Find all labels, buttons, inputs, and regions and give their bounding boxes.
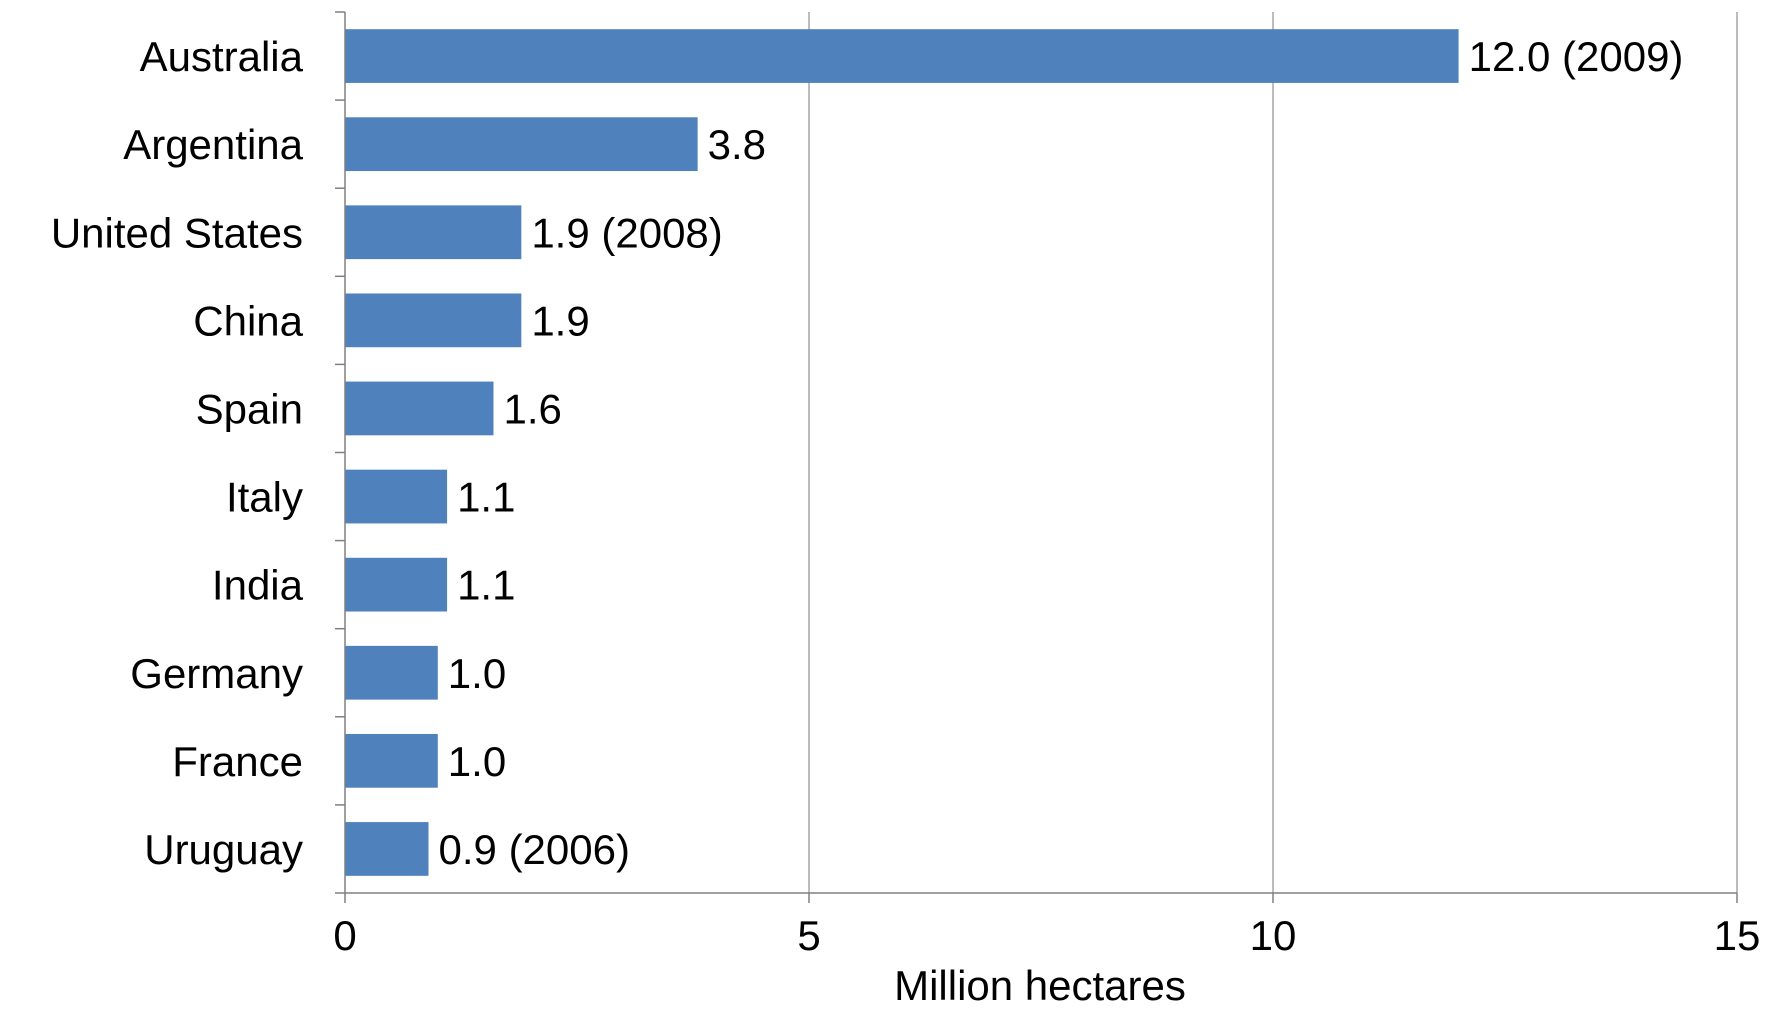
bar-france — [345, 733, 438, 788]
bar-united-states — [345, 205, 522, 260]
axes — [335, 11, 1738, 903]
data-label: 1.0 — [448, 650, 506, 697]
bars — [345, 29, 1459, 876]
x-tick-label: 5 — [797, 912, 820, 959]
x-axis-title: Million hectares — [894, 962, 1186, 1009]
category-label: Spain — [196, 385, 303, 432]
bar-spain — [345, 381, 494, 436]
x-tick-labels: 0 5 10 15 — [333, 912, 1760, 959]
data-label: 12.0 (2009) — [1469, 33, 1684, 80]
category-label: United States — [51, 209, 303, 256]
data-label: 1.1 — [457, 474, 515, 521]
bar-australia — [345, 29, 1459, 83]
x-tick-label: 15 — [1714, 912, 1761, 959]
bar-china — [345, 293, 522, 348]
bar-argentina — [345, 117, 698, 172]
category-label: India — [212, 562, 304, 609]
x-tick-label: 0 — [333, 912, 356, 959]
x-tick-label: 10 — [1250, 912, 1297, 959]
data-label: 1.6 — [503, 385, 561, 432]
category-label: Argentina — [123, 121, 303, 168]
data-label: 1.9 — [531, 297, 589, 344]
category-labels: Australia Argentina United States China Spai… — [51, 33, 304, 873]
category-label: Australia — [140, 33, 304, 80]
category-label: Germany — [130, 650, 303, 697]
data-label: 1.1 — [457, 562, 515, 609]
data-label: 3.8 — [708, 121, 766, 168]
data-label: 0.9 (2006) — [439, 826, 630, 873]
bar-germany — [345, 645, 438, 700]
category-label: Italy — [226, 474, 303, 521]
category-label: China — [193, 297, 303, 344]
bar-italy — [345, 469, 448, 524]
data-labels: 12.0 (2009) 3.8 1.9 (2008) 1.9 1.6 1.1 1.1 1.0 1… — [439, 33, 1684, 873]
bar-india — [345, 557, 448, 612]
bar-uruguay — [345, 822, 429, 876]
data-label: 1.9 (2008) — [531, 209, 722, 256]
gridlines — [808, 12, 1738, 893]
category-label: France — [172, 738, 303, 785]
category-label: Uruguay — [144, 826, 303, 873]
data-label: 1.0 — [448, 738, 506, 785]
